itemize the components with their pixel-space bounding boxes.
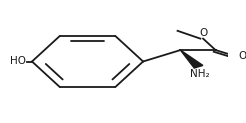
Text: HO: HO [10,56,26,67]
Text: O: O [199,28,207,38]
Polygon shape [180,50,203,68]
Text: NH₂: NH₂ [190,69,210,79]
Text: O: O [238,51,246,61]
